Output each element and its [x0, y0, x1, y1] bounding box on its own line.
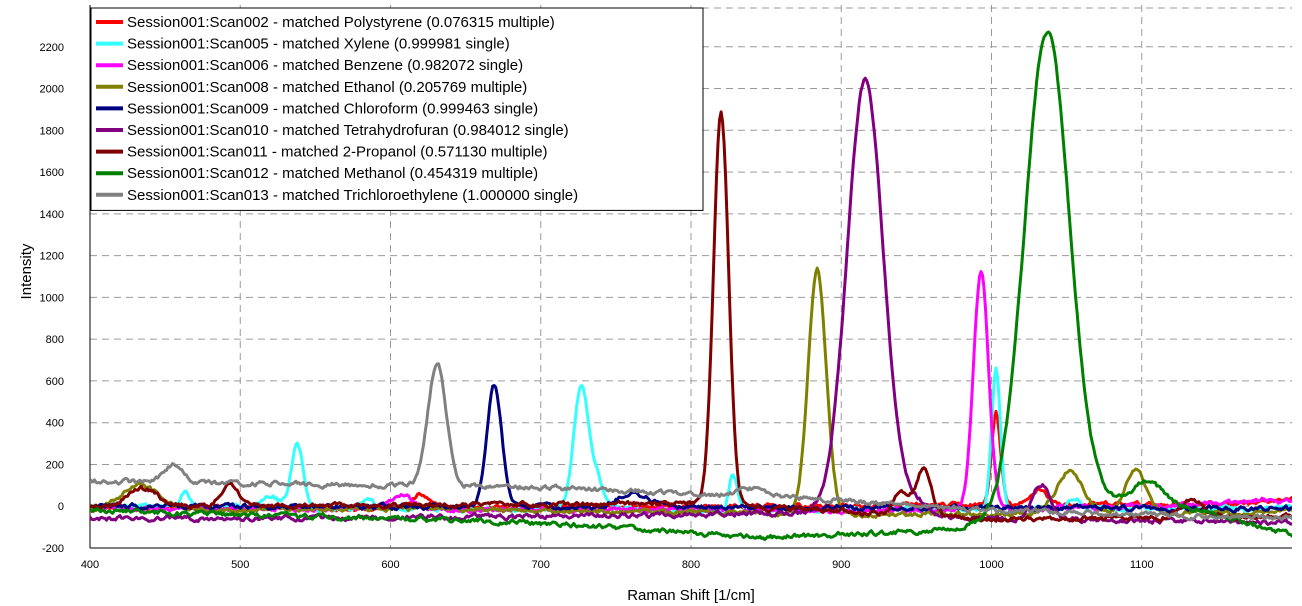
axes [89, 5, 1292, 549]
legend-label: Session001:Scan009 - matched Chloroform … [127, 100, 538, 117]
legend-label: Session001:Scan011 - matched 2-Propanol … [127, 144, 548, 161]
y-tick-label: -200 [42, 543, 64, 555]
y-tick-label: 2000 [40, 84, 64, 96]
x-axis-title: Raman Shift [1/cm] [627, 587, 755, 604]
series-lines [90, 30, 1292, 542]
x-tick-label: 700 [532, 559, 550, 571]
legend-label: Session001:Scan006 - matched Benzene (0.… [127, 57, 523, 74]
y-tick-label: 1000 [40, 292, 64, 304]
series-line-7 [90, 110, 1292, 523]
y-tick-label: 600 [46, 376, 64, 388]
x-tick-label: 1000 [979, 559, 1003, 571]
x-tick-label: 600 [381, 559, 399, 571]
y-tick-label: 400 [46, 418, 64, 430]
y-tick-label: 2200 [40, 42, 64, 54]
legend-label: Session001:Scan012 - matched Methanol (0… [127, 165, 538, 182]
series-line-4 [90, 266, 1292, 519]
series-line-8 [90, 30, 1292, 542]
legend: Session001:Scan002 - matched Polystyrene… [90, 7, 704, 211]
legend-label: Session001:Scan005 - matched Xylene (0.9… [127, 36, 510, 53]
series-line-5 [90, 384, 1292, 514]
legend-label: Session001:Scan008 - matched Ethanol (0.… [127, 79, 527, 96]
x-tick-label: 500 [231, 559, 249, 571]
y-tick-label: 1400 [40, 209, 64, 221]
x-tick-label: 400 [81, 559, 99, 571]
y-tick-label: 200 [46, 459, 64, 471]
y-tick-label: 0 [58, 501, 64, 513]
y-tick-label: 1800 [40, 125, 64, 137]
legend-label: Session001:Scan013 - matched Trichloroet… [127, 187, 578, 204]
y-tick-label: 800 [46, 334, 64, 346]
legend-label: Session001:Scan010 - matched Tetrahydrof… [127, 122, 569, 139]
x-tick-label: 900 [832, 559, 850, 571]
y-tick-label: 1600 [40, 167, 64, 179]
legend-box [90, 7, 704, 211]
legend-label: Session001:Scan002 - matched Polystyrene… [127, 14, 555, 31]
x-tick-label: 800 [682, 559, 700, 571]
x-tick-label: 1100 [1130, 559, 1154, 571]
y-tick-label: 1200 [40, 251, 64, 263]
series-line-9 [90, 362, 1292, 522]
y-axis-title: Intensity [18, 243, 35, 299]
series-line-6 [90, 76, 1292, 526]
tick-labels: 400 500 600 700 800 900 1000 1100 -200 0 200 400 600… [40, 42, 1154, 571]
